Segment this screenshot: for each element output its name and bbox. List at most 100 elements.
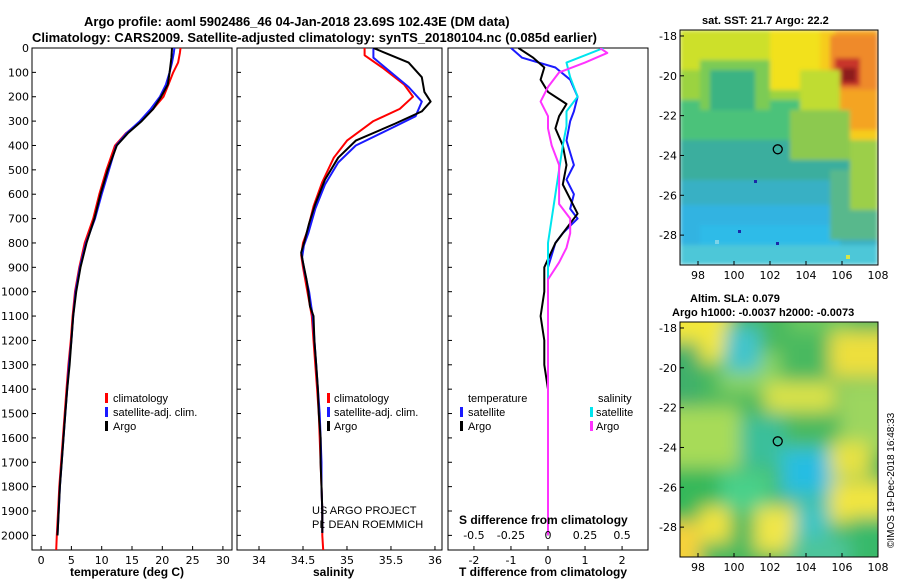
map-y-tick-label: -22 [659,110,677,123]
legend-climatology: climatology [113,393,169,405]
map-y-tick-label: -26 [659,481,677,494]
x-tick-label: 1 [582,554,589,567]
series-line-satellite-adj-clim- [56,48,176,536]
imos-timestamp: ©IMOS 19-Dec-2018 16:48:33 [886,412,897,548]
map-x-tick-label: 108 [868,269,889,282]
temperature-x-label: temperature (deg C) [70,565,184,579]
difference-s-label: S difference from climatology [459,513,628,527]
s-tick-label: 0.25 [573,529,598,542]
map-x-tick-label: 102 [760,561,781,574]
legend-swatch-t-satellite [460,407,463,417]
x-tick-label: -2 [468,554,479,567]
salinity-x-label: salinity [313,565,355,579]
pressure-tick-label: 900 [8,261,29,274]
pressure-tick-label: 400 [8,139,29,152]
map-x-tick-label: 100 [724,561,745,574]
legend-swatch-argo [105,421,108,431]
sla-map [680,322,878,557]
pressure-tick-labels: 0 100 200 300 400 500 600 700 800 900 1000 1100 1200… [1,42,29,542]
pressure-tick-marks [32,47,452,536]
map-y-tick-label: -28 [659,229,677,242]
difference-x-ticks: -2 -1 0 1 2 [468,546,626,567]
difference-legend: temperature salinity satellite Argo sate… [460,393,633,433]
temperature-x-ticks: 0 5 10 15 20 25 30 [38,546,230,567]
map-y-tick-label: -26 [659,189,677,202]
argo-location-marker [772,144,783,155]
project-credit: US ARGO PROJECT [312,505,417,517]
pressure-tick-label: 300 [8,115,29,128]
map-x-tick-label: 100 [724,269,745,282]
s-tick-label: -0.25 [497,529,525,542]
salinity-series [300,48,432,550]
temperature-legend: climatology satellite-adj. clim. Argo [105,393,197,433]
map-y-tick-label: -18 [659,30,677,43]
legend-swatch-s-satellite [590,407,593,417]
x-tick-label: 10 [95,554,109,567]
pressure-tick-label: 600 [8,188,29,201]
map-x-tick-label: 98 [691,561,705,574]
pressure-tick-label: 100 [8,66,29,79]
pi-credit: PI: DEAN ROEMMICH [312,519,423,531]
pressure-tick-label: 1100 [1,310,29,323]
map-x-tick-label: 98 [691,269,705,282]
pressure-tick-label: 1800 [1,481,29,494]
legend-satellite: satellite-adj. clim. [334,407,418,419]
map-y-tick-label: -24 [659,149,677,162]
map-y-tick-label: -22 [659,402,677,415]
legend-satellite: satellite-adj. clim. [113,407,197,419]
map-y-tick-label: -20 [659,362,677,375]
pressure-tick-label: 500 [8,164,29,177]
legend-swatch-argo [327,421,330,431]
map-x-tick-label: 106 [832,269,853,282]
pressure-tick-label: 1600 [1,432,29,445]
pressure-tick-label: 1700 [1,456,29,469]
sst-map [680,30,878,265]
legend-s-argo: Argo [596,421,619,433]
s-tick-label: 0.5 [613,529,631,542]
series-line-salinity-argo [539,48,609,536]
pressure-tick-label: 1300 [1,359,29,372]
map-x-tick-label: 108 [868,561,889,574]
legend-argo: Argo [113,421,136,433]
map-x-tick-label: 104 [796,561,817,574]
x-tick-label: 15 [125,554,139,567]
sst-map-title: sat. SST: 21.7 Argo: 22.2 [702,15,829,27]
legend-header-temperature: temperature [468,393,527,405]
legend-climatology: climatology [334,393,390,405]
legend-t-satellite: satellite [468,407,505,419]
x-tick-label: -1 [505,554,516,567]
sst-map-frame [679,29,879,266]
pressure-tick-label: 800 [8,237,29,250]
sst-map-x-ticks: 98 100 102 104 106 108 [691,261,889,282]
legend-argo: Argo [334,421,357,433]
sla-map-x-ticks: 98 100 102 104 106 108 [691,553,889,574]
salinity-x-ticks: 34 34.5 35 35.5 36 [252,546,442,567]
sla-map-frame [679,321,879,558]
x-tick-label: 0 [545,554,552,567]
map-y-tick-label: -28 [659,521,677,534]
difference-x-label: T difference from climatology [459,565,627,579]
pressure-tick-label: 1500 [1,408,29,421]
x-tick-label: 36 [428,554,442,567]
map-x-tick-label: 102 [760,269,781,282]
series-line-salinity-satellite [547,48,604,536]
difference-series [510,48,609,536]
x-tick-label: 20 [155,554,169,567]
pressure-tick-label: 0 [22,42,29,55]
x-tick-label: 5 [68,554,75,567]
legend-swatch-t-argo [460,421,463,431]
legend-s-satellite: satellite [596,407,633,419]
legend-swatch-satellite [327,407,330,417]
legend-header-salinity: salinity [598,393,632,405]
s-tick-label: -0.5 [463,529,484,542]
argo-location-marker [772,436,783,447]
x-tick-label: 35 [340,554,354,567]
x-tick-label: 0 [38,554,45,567]
salinity-legend: climatology satellite-adj. clim. Argo [327,393,418,433]
s-tick-label: 0 [545,529,552,542]
legend-swatch-satellite [105,407,108,417]
pressure-tick-label: 1200 [1,334,29,347]
legend-swatch-climatology [327,393,330,403]
map-x-tick-label: 104 [796,269,817,282]
